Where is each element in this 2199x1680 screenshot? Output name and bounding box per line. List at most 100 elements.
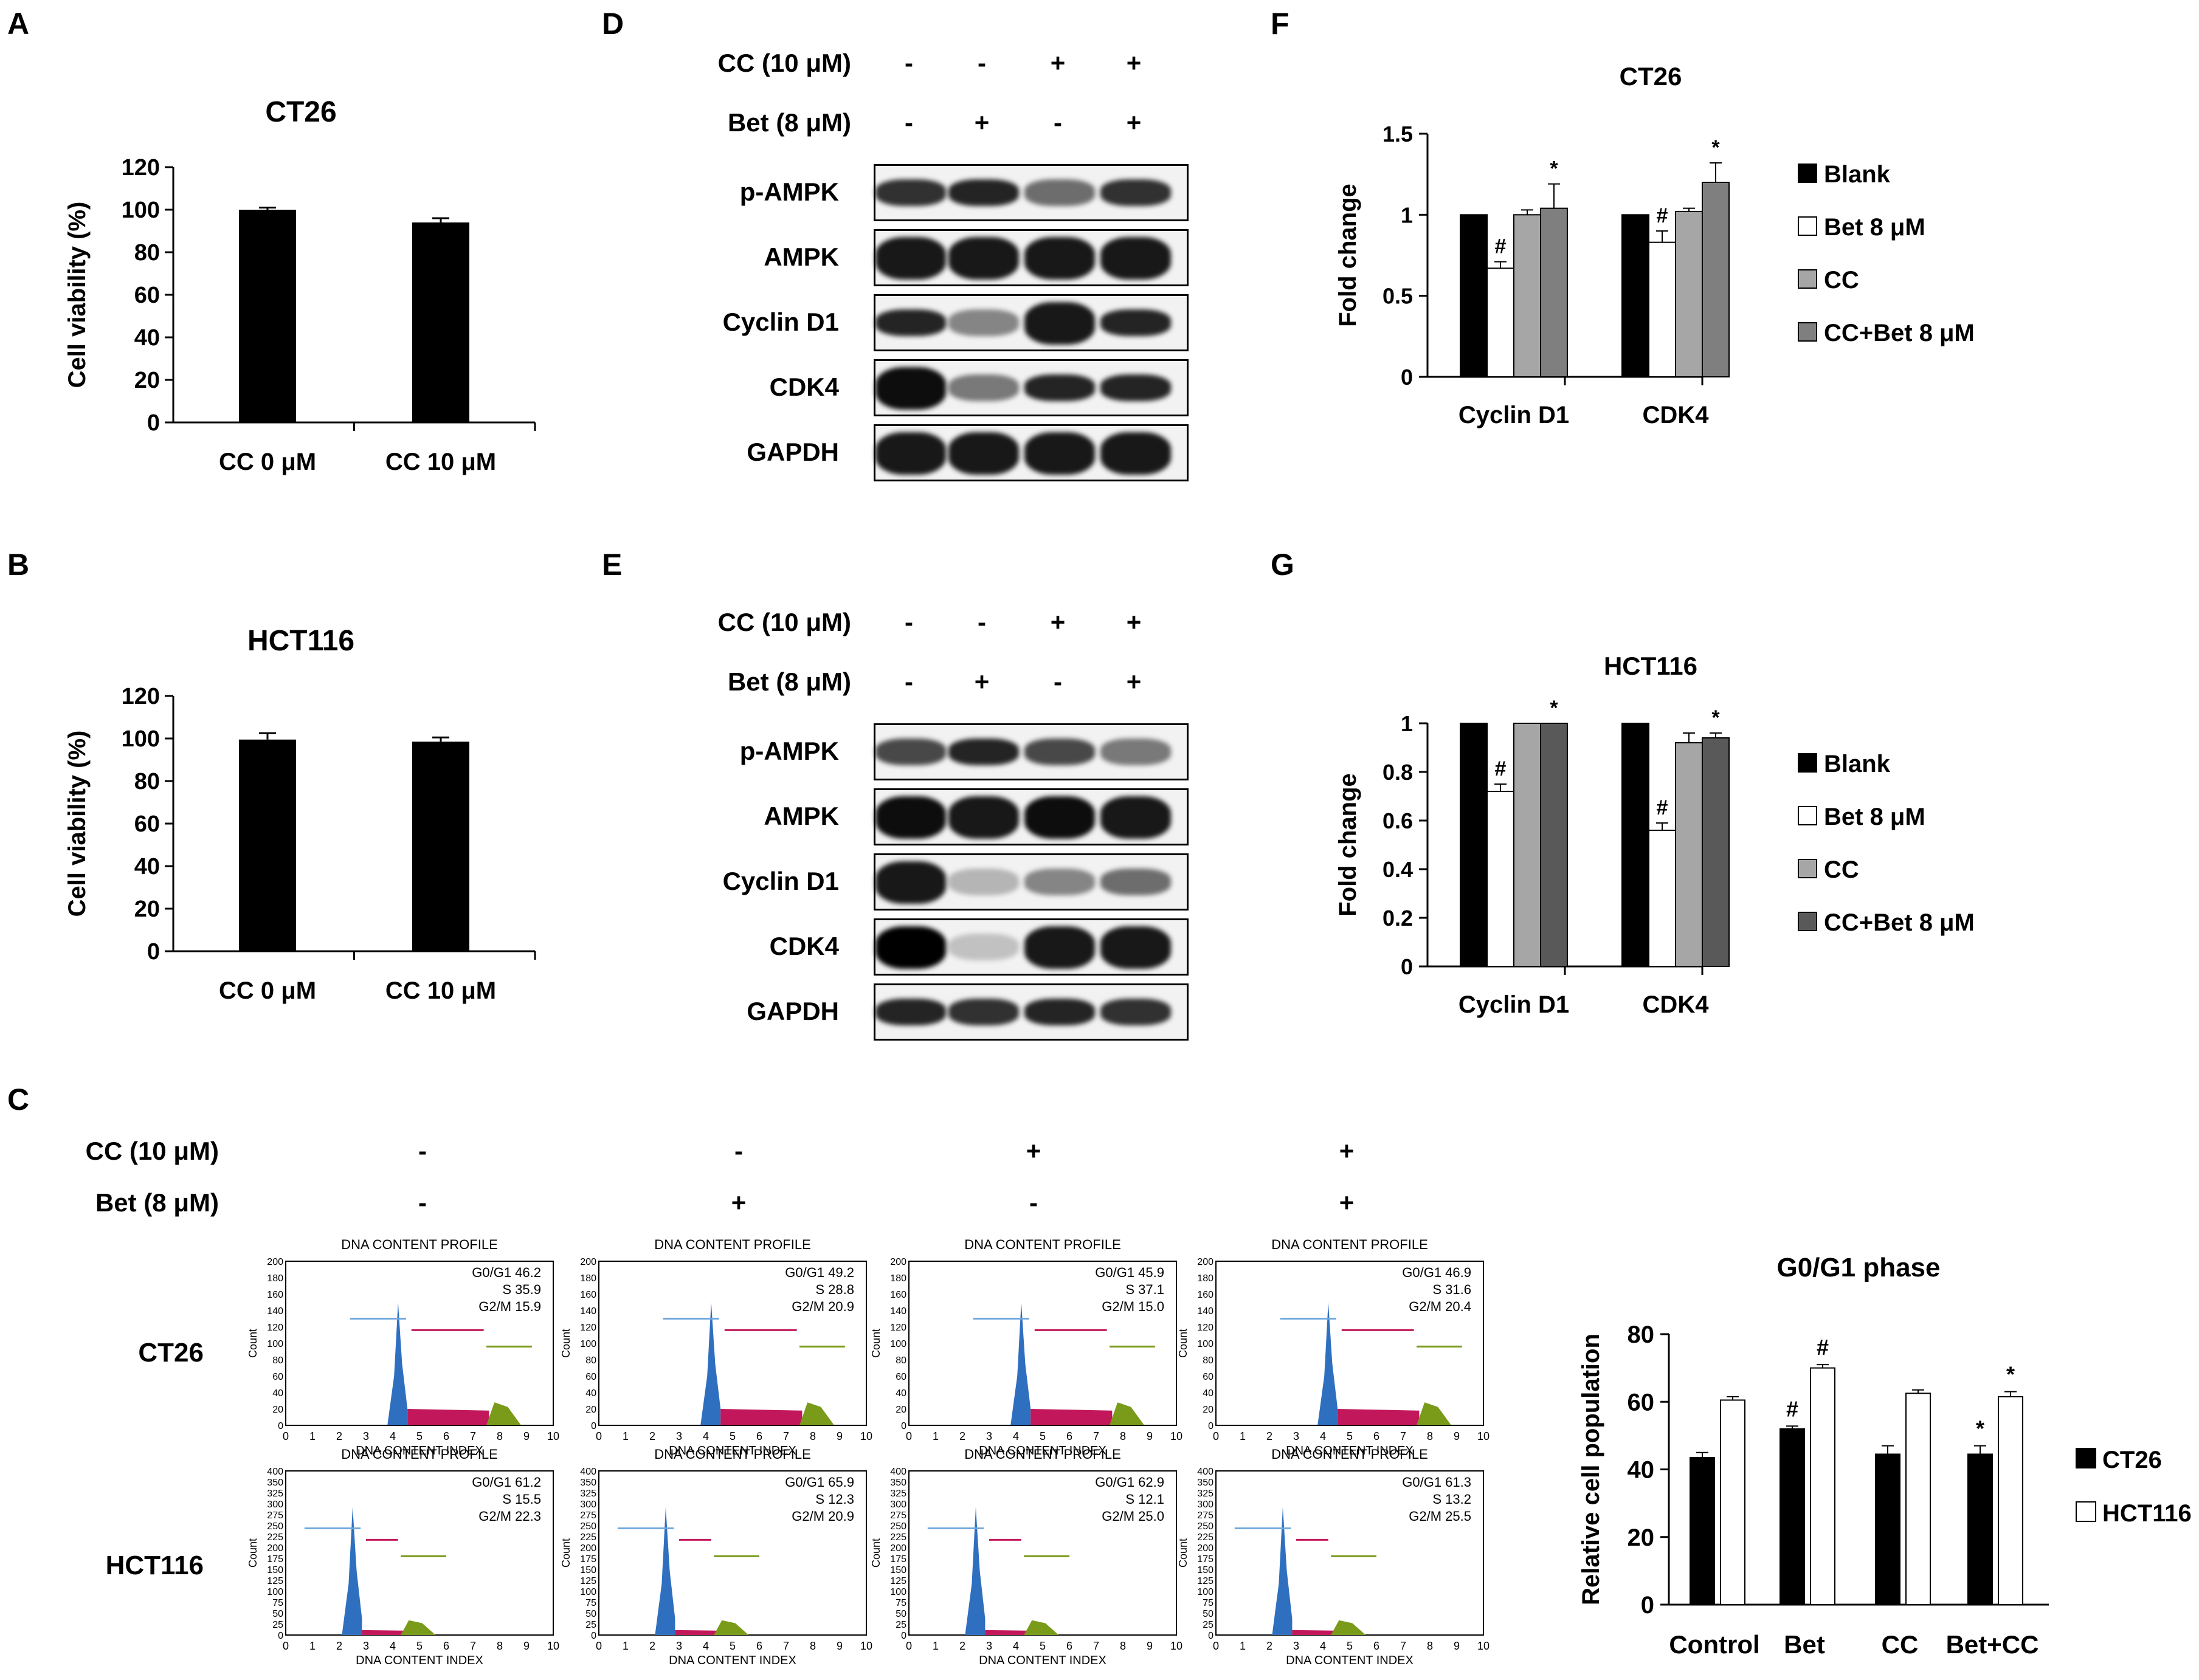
x-tick-label: 4 <box>1320 1430 1326 1442</box>
fold-change-chart-hct116: HCT116 0 0.2 0.4 0.6 0.8 1 # * Cyclin D1 # * CDK4 Fol… <box>1334 652 1975 1018</box>
bar <box>1720 1399 1745 1605</box>
g0g1-peak <box>1317 1302 1338 1425</box>
blot-band <box>1024 179 1095 206</box>
y-tick-label: 100 <box>122 198 160 223</box>
x-tick-label: 6 <box>756 1640 762 1652</box>
x-tick-label: CDK4 <box>1643 402 1710 429</box>
treatment-sign: + <box>731 1188 747 1217</box>
treatment-sign: - <box>905 667 913 696</box>
blot-band <box>1100 179 1171 206</box>
x-tick-label: 1 <box>309 1430 316 1442</box>
x-axis-label: DNA CONTENT INDEX <box>979 1654 1106 1667</box>
y-tick-label: 225 <box>1197 1532 1213 1543</box>
bar <box>1967 1453 1993 1605</box>
y-tick-label: 60 <box>585 1372 596 1382</box>
y-tick-label: 180 <box>267 1273 283 1284</box>
y-tick-label: 20 <box>1203 1405 1213 1415</box>
y-tick-label: 275 <box>267 1510 283 1521</box>
histogram-frame <box>1215 1261 1484 1426</box>
s-phase <box>720 1409 803 1425</box>
phase-g0g1-stat: G0/G1 46.9 <box>1402 1265 1471 1280</box>
phase-s-stat: S 37.1 <box>1125 1282 1164 1297</box>
blot-band <box>1100 869 1171 895</box>
y-tick-label: 40 <box>272 1388 283 1399</box>
y-tick-label: 250 <box>267 1521 283 1532</box>
x-tick-label: 7 <box>1093 1640 1099 1652</box>
panel-label-a: A <box>7 7 30 41</box>
chart-title: HCT116 <box>1604 652 1697 680</box>
x-tick-label: 0 <box>283 1430 289 1442</box>
bar <box>1690 1457 1715 1605</box>
legend-swatch <box>1798 269 1817 289</box>
histogram-title: DNA CONTENT PROFILE <box>654 1447 811 1462</box>
y-tick-label: 175 <box>267 1554 283 1565</box>
y-tick-label: 75 <box>1203 1598 1213 1608</box>
y-tick-label: 100 <box>1197 1339 1213 1349</box>
blot-band <box>948 432 1019 475</box>
g0g1-peak <box>342 1507 362 1635</box>
viability-chart-ct26: CT26 0 20 40 60 80 100 120 CC 0 μM CC 10 μM Cell v… <box>64 96 536 475</box>
y-axis-label: Count <box>560 1538 572 1568</box>
blot-band <box>948 934 1019 960</box>
legend-label: CC <box>1824 856 1859 883</box>
treatment-label: CC (10 μM) <box>717 49 851 77</box>
x-tick-label: 2 <box>649 1640 655 1652</box>
phase-g2m-stat: G2/M 20.4 <box>1409 1299 1471 1314</box>
x-tick-label: 9 <box>523 1430 530 1442</box>
phase-s-stat: S 31.6 <box>1432 1282 1471 1297</box>
bar <box>1486 267 1514 378</box>
y-tick-label: 100 <box>580 1339 596 1349</box>
g2m-peak <box>401 1620 436 1635</box>
bar <box>1998 1396 2023 1605</box>
western-blot-d: CC (10 μM) - - + + Bet (8 μM) - + - + p-AMPK AMPK Cy… <box>608 36 1246 498</box>
g0g1-phase-chart: G0/G1 phase 0 20 40 60 80 Control # # Bet CC * * Bet+… <box>1578 1253 2192 1659</box>
x-tick-label: 9 <box>1147 1430 1153 1442</box>
y-tick-label: 150 <box>890 1565 906 1575</box>
histogram-title: DNA CONTENT PROFILE <box>964 1447 1121 1462</box>
blot-band <box>1100 432 1171 475</box>
x-tick-label: 8 <box>810 1430 816 1442</box>
x-tick-label: 5 <box>730 1430 736 1442</box>
blot-band <box>948 309 1019 336</box>
s-phase <box>985 1630 1027 1635</box>
g0g1-peak <box>387 1302 408 1425</box>
x-tick-label: 1 <box>623 1640 629 1652</box>
y-tick-label: 60 <box>1628 1389 1655 1416</box>
y-tick-label: 150 <box>267 1565 283 1575</box>
x-tick-label: 7 <box>1093 1430 1099 1442</box>
y-tick-label: 140 <box>890 1306 906 1317</box>
y-tick-label: 200 <box>890 1543 906 1554</box>
y-tick-label: 300 <box>580 1499 596 1510</box>
y-tick-label: 400 <box>267 1467 283 1477</box>
panel-label-d: D <box>602 7 624 41</box>
blot-band-strip <box>874 164 1189 221</box>
treatment-sign: - <box>905 608 913 636</box>
y-tick-label: 325 <box>580 1489 596 1499</box>
bar <box>1648 241 1676 377</box>
blot-band <box>1024 869 1095 895</box>
bar <box>1675 211 1703 377</box>
x-tick-label: 5 <box>1347 1640 1353 1652</box>
x-tick-label: CDK4 <box>1643 991 1710 1018</box>
y-tick-label: 100 <box>267 1587 283 1597</box>
x-axis-label: DNA CONTENT INDEX <box>669 1654 796 1667</box>
x-tick-label: 5 <box>1040 1430 1046 1442</box>
y-tick-label: 20 <box>896 1405 906 1415</box>
y-tick-label: 0.5 <box>1383 284 1413 309</box>
y-tick-label: 40 <box>896 1388 906 1399</box>
panel-label-g: G <box>1271 548 1294 582</box>
blot-band-strip <box>874 424 1189 481</box>
bar <box>1780 1428 1805 1605</box>
y-tick-label: 40 <box>134 854 160 880</box>
western-blot-e: CC (10 μM) - - + + Bet (8 μM) - + - + p-AMPK AMPK Cy… <box>608 596 1246 1058</box>
x-tick-label: 5 <box>416 1430 423 1442</box>
x-tick-label: CC 0 μM <box>219 449 316 475</box>
y-tick-label: 60 <box>1203 1372 1213 1382</box>
y-tick-label: 0 <box>278 1631 283 1641</box>
y-tick-label: 300 <box>267 1499 283 1510</box>
x-tick-label: 7 <box>1400 1640 1406 1652</box>
x-tick-label: 0 <box>1213 1430 1219 1442</box>
phase-g0g1-stat: G0/G1 49.2 <box>785 1265 854 1280</box>
histogram-frame <box>598 1261 867 1426</box>
y-tick-label: 60 <box>272 1372 283 1382</box>
